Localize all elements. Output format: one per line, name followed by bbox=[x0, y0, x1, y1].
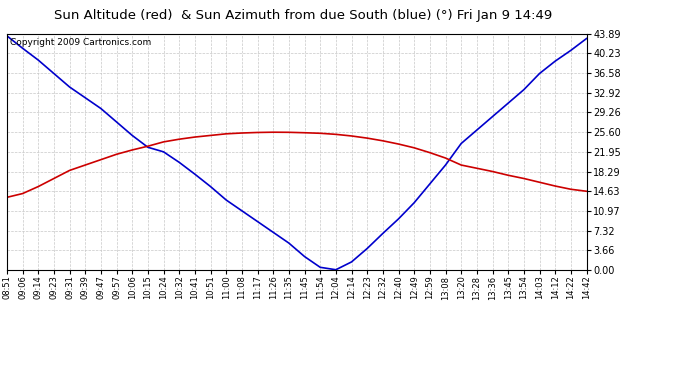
Text: Copyright 2009 Cartronics.com: Copyright 2009 Cartronics.com bbox=[10, 39, 151, 48]
Text: Sun Altitude (red)  & Sun Azimuth from due South (blue) (°) Fri Jan 9 14:49: Sun Altitude (red) & Sun Azimuth from du… bbox=[55, 9, 553, 22]
